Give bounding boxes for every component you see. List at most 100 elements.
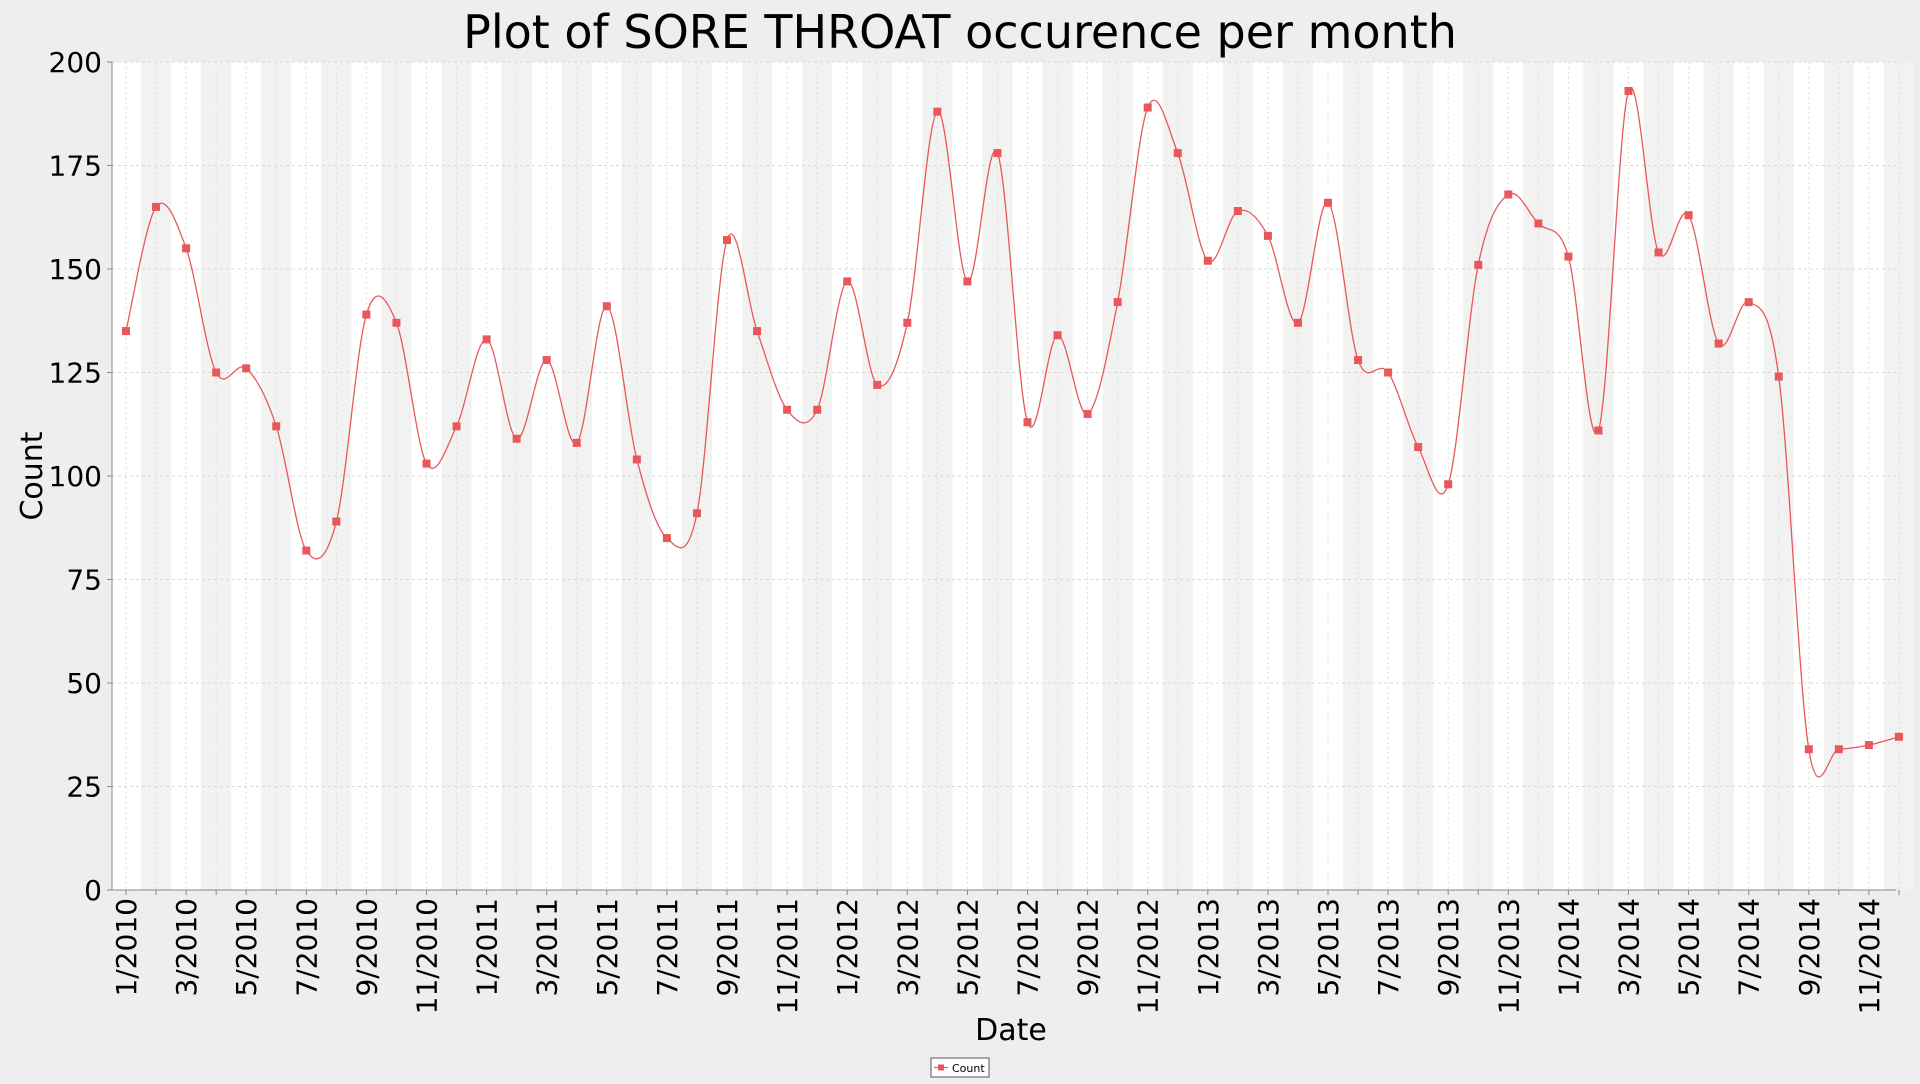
x-tick-label: 7/2010 xyxy=(290,898,323,997)
x-tick-label: 11/2010 xyxy=(411,898,444,1014)
data-point xyxy=(1864,741,1873,750)
data-point xyxy=(873,380,882,389)
data-point xyxy=(723,236,731,245)
x-tick-label: 11/2014 xyxy=(1853,898,1886,1014)
data-point xyxy=(1293,318,1302,327)
y-tick-label: 150 xyxy=(49,253,102,286)
data-point xyxy=(1744,298,1753,307)
x-axis-title: Date xyxy=(975,1013,1047,1048)
data-point xyxy=(903,318,912,327)
legend-marker-swatch xyxy=(938,1064,944,1071)
x-tick-label: 9/2014 xyxy=(1793,898,1826,997)
x-tick-label: 5/2011 xyxy=(591,898,624,997)
series-line-count xyxy=(125,87,1900,778)
x-tick-label: 11/2012 xyxy=(1132,898,1165,1014)
data-point xyxy=(122,327,130,336)
legend: Count xyxy=(930,1057,990,1078)
x-tick-label: 7/2013 xyxy=(1372,898,1405,997)
data-point xyxy=(692,509,701,518)
data-point xyxy=(1504,190,1513,199)
data-point xyxy=(1414,443,1423,452)
data-point xyxy=(572,438,581,447)
data-point xyxy=(362,310,371,319)
x-tick-label: 7/2012 xyxy=(1012,898,1045,997)
x-tick-label: 3/2012 xyxy=(891,898,924,997)
data-point xyxy=(783,405,792,414)
data-point xyxy=(422,459,431,468)
data-point xyxy=(452,422,461,431)
x-tick-label: 1/2011 xyxy=(471,898,504,997)
data-point xyxy=(1384,368,1393,377)
data-point xyxy=(1534,219,1543,228)
data-point xyxy=(993,149,1002,158)
chart-title: Plot of SORE THROAT occurence per month xyxy=(463,5,1457,59)
axes: 0 25 50 75 100 125 150 175 200 1/2010 3/2010 5/2010… xyxy=(49,46,1900,1014)
data-point xyxy=(482,335,491,344)
data-point xyxy=(1023,418,1032,427)
y-tick-label: 125 xyxy=(49,357,102,390)
x-tick-label: 5/2014 xyxy=(1673,898,1706,997)
data-point xyxy=(753,327,762,336)
data-point xyxy=(1624,86,1633,95)
series-layer xyxy=(125,87,1900,778)
data-point xyxy=(1233,207,1242,216)
data-point xyxy=(1894,732,1903,741)
data-point xyxy=(1474,260,1483,269)
data-point xyxy=(1804,745,1813,754)
data-point xyxy=(542,356,551,365)
data-point xyxy=(1113,298,1122,307)
x-tick-label: 3/2014 xyxy=(1613,898,1646,997)
x-tick-label: 7/2011 xyxy=(651,898,684,997)
x-tick-label: 1/2012 xyxy=(831,898,864,997)
data-point xyxy=(1354,356,1363,365)
y-tick-label: 50 xyxy=(66,667,102,700)
data-point xyxy=(662,534,671,543)
y-tick-label: 75 xyxy=(66,564,102,597)
data-point xyxy=(152,202,161,211)
y-tick-label: 175 xyxy=(49,150,102,183)
x-tick-label: 9/2010 xyxy=(350,898,383,997)
data-point xyxy=(813,405,822,414)
x-tick-label: 3/2011 xyxy=(531,898,564,997)
x-tick-label: 7/2014 xyxy=(1733,898,1766,997)
data-point xyxy=(242,364,251,373)
x-tick-label: 5/2013 xyxy=(1312,898,1345,997)
data-point xyxy=(1053,331,1062,340)
data-point xyxy=(1143,103,1152,112)
data-point xyxy=(392,318,401,327)
data-point xyxy=(1263,231,1272,240)
data-point xyxy=(1654,248,1663,257)
data-point xyxy=(963,277,972,286)
gridlines xyxy=(112,61,1900,891)
data-point xyxy=(933,107,942,116)
data-point xyxy=(1564,252,1573,261)
data-point xyxy=(632,455,641,464)
data-point xyxy=(302,546,311,555)
x-tick-label: 5/2010 xyxy=(230,898,263,997)
data-point xyxy=(512,434,521,443)
data-point xyxy=(1714,339,1723,348)
x-tick-label: 1/2013 xyxy=(1192,898,1225,997)
x-tick-label: 11/2011 xyxy=(771,898,804,1014)
data-point xyxy=(1684,211,1693,220)
data-point xyxy=(1324,198,1332,207)
data-point xyxy=(843,277,852,286)
x-tick-label: 9/2012 xyxy=(1072,898,1105,997)
x-tick-label: 9/2013 xyxy=(1432,898,1465,997)
y-tick-label: 100 xyxy=(49,460,102,493)
x-tick-label: 5/2012 xyxy=(951,898,984,997)
data-point xyxy=(1083,409,1092,418)
y-tick-label: 200 xyxy=(49,46,102,79)
data-point xyxy=(1444,480,1453,489)
data-point xyxy=(1203,256,1212,265)
y-tick-label: 0 xyxy=(84,874,102,907)
x-tick-label: 3/2013 xyxy=(1252,898,1285,997)
data-point xyxy=(332,517,341,526)
x-tick-label: 3/2010 xyxy=(170,898,203,997)
data-point xyxy=(602,302,611,311)
data-point xyxy=(1834,745,1843,754)
x-tick-label: 1/2014 xyxy=(1552,898,1585,997)
data-point xyxy=(182,244,191,253)
